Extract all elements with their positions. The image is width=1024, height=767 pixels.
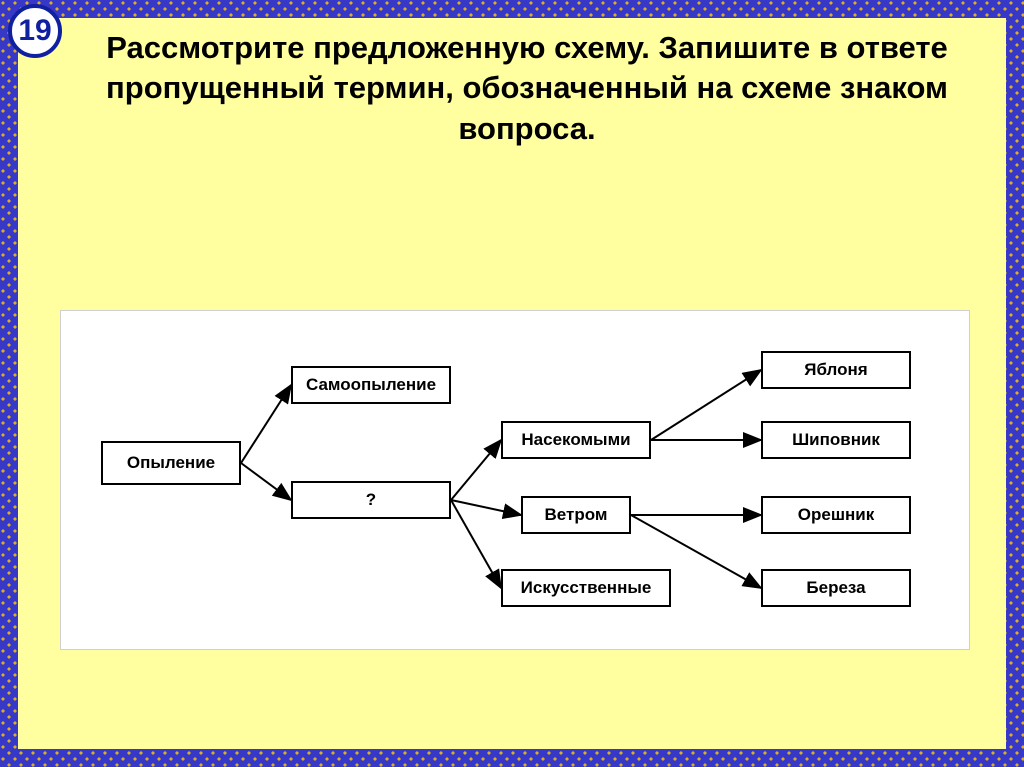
question-number: 19 [18,14,51,48]
flowchart-diagram: Опыление Самоопыление? Насекомыми Ветром Иск… [60,310,970,650]
flowchart-node-self: Самоопыление [291,366,451,404]
flowchart-node-insects: Насекомыми [501,421,651,459]
flowchart-node-birch: Береза [761,569,911,607]
flowchart-node-apple: Яблоня [761,351,911,389]
flowchart-node-unknown: ? [291,481,451,519]
flowchart-node-rose: Шиповник [761,421,911,459]
flowchart-node-artif: Искусственные [501,569,671,607]
flowchart-node-wind: Ветром [521,496,631,534]
flowchart-node-root: Опыление [101,441,241,485]
flowchart-node-hazel: Орешник [761,496,911,534]
question-title: Рассмотрите предложенную схему. Запишите… [70,28,984,149]
question-number-badge: 19 [8,4,62,58]
